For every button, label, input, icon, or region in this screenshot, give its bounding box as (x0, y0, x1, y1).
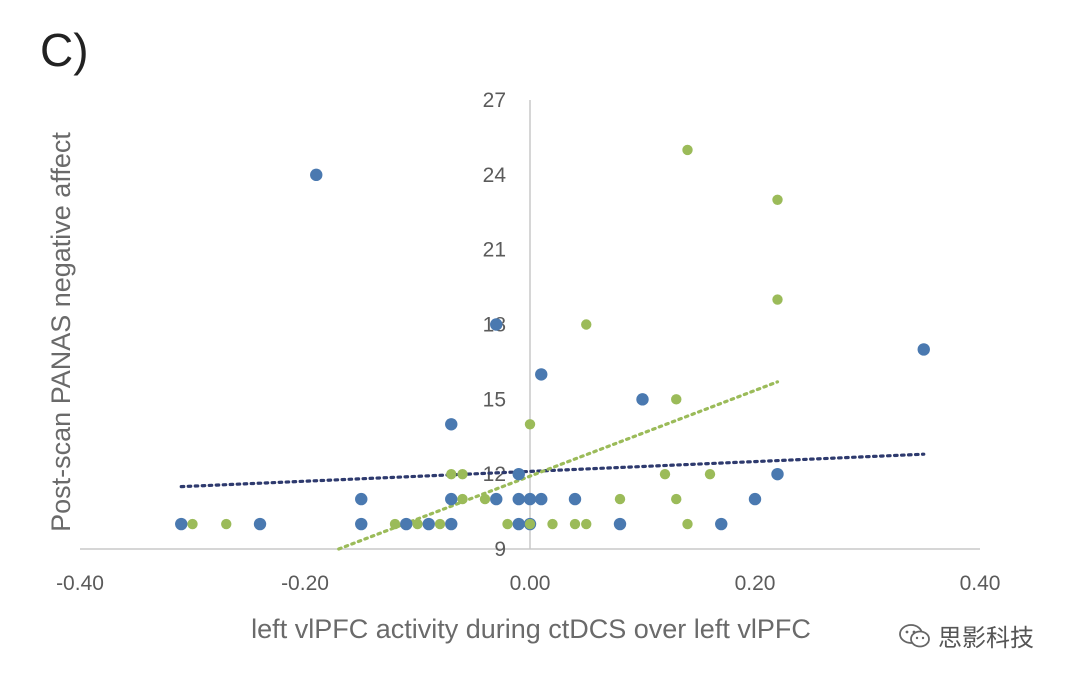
data-point-blue (512, 517, 525, 531)
data-point-green (221, 518, 232, 530)
data-point-green (581, 518, 592, 530)
data-point-blue (355, 492, 368, 506)
data-point-blue (175, 517, 188, 531)
data-point-green (187, 518, 198, 530)
wechat-icon (899, 623, 930, 647)
y-axis-title: Post-scan PANAS negative affect (46, 132, 76, 532)
x-tick-label: -0.20 (281, 572, 329, 595)
trendlines (179, 380, 926, 551)
trendline-green (337, 380, 780, 551)
data-point-blue (355, 517, 368, 531)
data-point-green (524, 419, 536, 430)
data-point-blue (445, 418, 458, 431)
data-point-blue (445, 492, 458, 506)
data-point-green (704, 468, 716, 480)
x-tick-label: 0.20 (735, 572, 776, 595)
data-point-blue (310, 168, 323, 182)
data-point-blue (771, 467, 784, 481)
y-tick-label: 9 (494, 538, 506, 561)
data-point-green (412, 518, 423, 530)
x-tick-labels: -0.40 -0.20 0.00 0.20 0.40 (56, 572, 1000, 595)
data-point-green (614, 493, 626, 505)
data-point-green (581, 319, 592, 330)
data-point-green (457, 493, 468, 505)
x-tick-label: -0.40 (56, 572, 104, 595)
data-point-blue (636, 393, 649, 406)
data-point-blue (253, 517, 267, 531)
data-point-green (434, 518, 446, 530)
data-point-blue (445, 517, 458, 531)
trendline-blue (179, 452, 926, 489)
data-point-blue (748, 492, 762, 506)
data-point-green (659, 468, 671, 480)
y-tick-labels: 9121518212427 (483, 89, 507, 561)
data-point-green (524, 518, 536, 530)
data-point-green (772, 294, 783, 305)
data-point-green (457, 468, 468, 480)
data-point-green (479, 493, 491, 505)
data-point-blue (535, 368, 548, 381)
watermark: 思影科技 (898, 618, 1034, 653)
x-tick-label: 0.40 (960, 572, 1001, 595)
y-tick-label: 12 (483, 463, 506, 486)
y-tick-label: 27 (483, 89, 506, 112)
data-point-blue (715, 517, 728, 531)
data-point-blue (535, 492, 548, 506)
data-point-green (569, 518, 581, 530)
data-point-green (671, 394, 682, 405)
x-tick-label: 0.00 (510, 572, 551, 595)
data-point-green (502, 518, 513, 530)
data-point-green (682, 144, 693, 156)
data-points (175, 144, 930, 531)
data-point-blue (400, 517, 413, 531)
y-tick-label: 21 (483, 239, 506, 262)
data-point-blue (568, 492, 582, 506)
data-point-blue (490, 318, 503, 331)
watermark-text: 思影科技 (938, 624, 1034, 652)
data-point-blue (917, 343, 930, 356)
data-point-blue (422, 517, 435, 531)
data-point-blue (490, 492, 503, 506)
data-point-green (446, 468, 457, 480)
data-point-green (682, 518, 693, 530)
y-tick-label: 15 (483, 388, 506, 411)
data-point-blue (512, 467, 525, 481)
y-tick-label: 24 (483, 164, 507, 187)
panel-label: C) (40, 24, 89, 76)
data-point-green (671, 493, 682, 505)
data-point-green (772, 194, 783, 205)
data-point-green (547, 518, 558, 530)
data-point-blue (512, 492, 525, 506)
x-axis-title: left vlPFC activity during ctDCS over le… (251, 614, 811, 644)
data-point-blue (523, 492, 537, 506)
data-point-green (389, 518, 401, 530)
data-point-blue (613, 517, 627, 531)
